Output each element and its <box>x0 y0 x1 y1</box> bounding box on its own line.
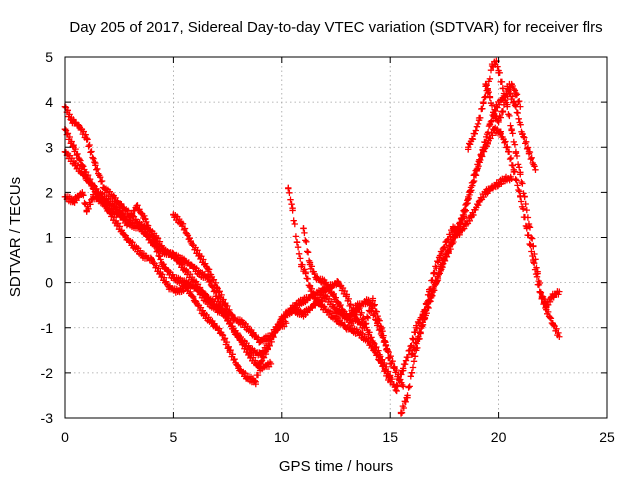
data-series-arc1 <box>61 103 290 359</box>
y-tick-label: 3 <box>45 139 53 155</box>
data-series-arc8 <box>274 278 394 368</box>
x-tick-label: 10 <box>274 429 290 445</box>
y-tick-label: 4 <box>45 94 53 110</box>
data-points <box>61 57 563 417</box>
x-tick-label: 0 <box>61 429 69 445</box>
data-series-arc4 <box>61 189 231 319</box>
data-trace <box>482 80 523 126</box>
y-tick-label: 5 <box>45 49 53 65</box>
data-series-arc13 <box>482 80 524 126</box>
data-trace <box>61 148 274 374</box>
data-series-arc9 <box>397 173 515 417</box>
data-series-arc11 <box>408 88 539 359</box>
y-tick-label: -1 <box>41 320 54 336</box>
y-tick-label: 0 <box>45 275 53 291</box>
data-point <box>517 103 524 110</box>
data-trace <box>408 88 538 358</box>
y-tick-label: 1 <box>45 230 53 246</box>
chart-title: Day 205 of 2017, Sidereal Day-to-day VTE… <box>69 19 602 36</box>
data-series-arc3 <box>61 148 275 374</box>
axis-ticks <box>64 56 608 419</box>
x-tick-label: 20 <box>491 429 507 445</box>
x-tick-label: 5 <box>170 429 178 445</box>
y-tick-label: -2 <box>41 365 54 381</box>
data-trace <box>61 103 289 359</box>
y-axis-label: SDTVAR / TECUs <box>7 177 24 297</box>
y-tick-label: 2 <box>45 184 53 200</box>
data-point <box>532 166 539 174</box>
data-trace <box>285 185 393 384</box>
x-tick-label: 15 <box>382 429 398 445</box>
data-trace <box>274 278 393 362</box>
y-tick-label: -3 <box>41 410 54 426</box>
y-tick-labels: -3 -2 -1 0 1 2 3 4 5 <box>41 49 54 426</box>
x-tick-labels: 0 5 10 15 20 25 <box>61 429 615 445</box>
x-axis-label: GPS time / hours <box>279 458 393 475</box>
data-trace <box>397 173 514 416</box>
x-tick-label: 25 <box>599 429 615 445</box>
data-series-arc6 <box>285 184 394 386</box>
data-point <box>387 360 394 368</box>
